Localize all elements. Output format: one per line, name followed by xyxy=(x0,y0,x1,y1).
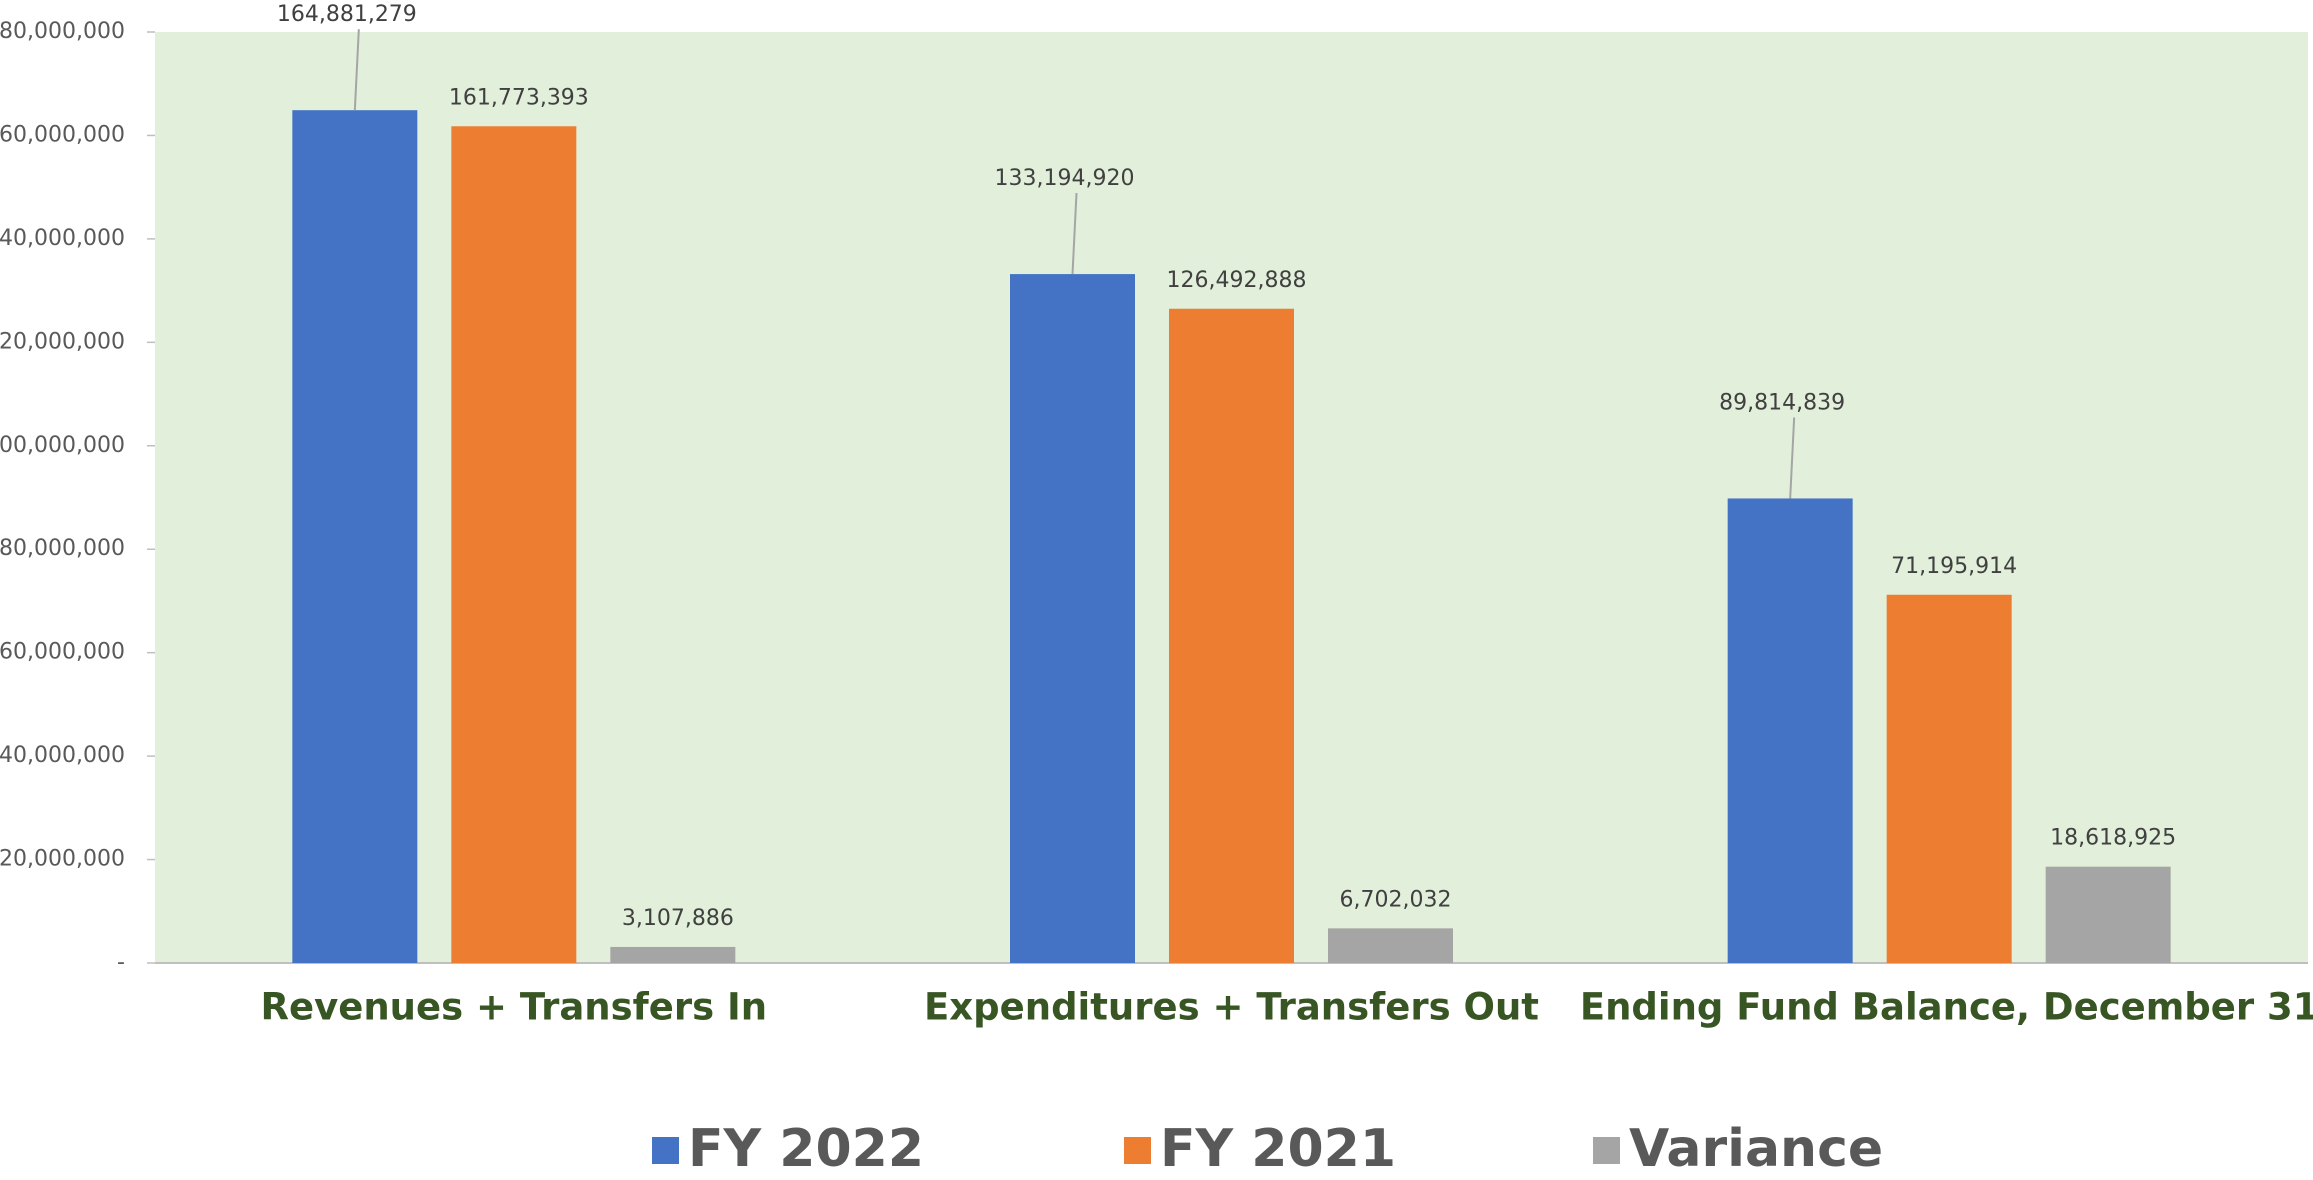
y-tick-label: 120,000,000 xyxy=(0,329,125,354)
y-tick-label: - xyxy=(117,950,125,975)
data-label: 161,773,393 xyxy=(449,85,589,110)
legend-swatch xyxy=(652,1137,679,1164)
data-label: 164,881,279 xyxy=(277,2,417,27)
data-label: 126,492,888 xyxy=(1167,268,1307,293)
bar xyxy=(1169,308,1294,963)
y-tick-label: 60,000,000 xyxy=(0,640,125,665)
legend-swatch xyxy=(1593,1137,1620,1164)
data-label: 89,814,839 xyxy=(1719,390,1845,415)
leader-line xyxy=(353,29,360,111)
legend-label: Variance xyxy=(1629,1119,1883,1179)
x-tick-label: Revenues + Transfers In xyxy=(261,986,768,1029)
data-label: 133,194,920 xyxy=(995,166,1135,191)
data-label: 3,107,886 xyxy=(622,906,734,931)
bar xyxy=(610,946,736,963)
y-tick-label: 80,000,000 xyxy=(0,536,125,561)
data-label: 18,618,925 xyxy=(2050,826,2176,851)
leader-line xyxy=(1071,193,1078,275)
y-tick-label: 140,000,000 xyxy=(0,226,125,251)
legend-swatch xyxy=(1124,1137,1151,1164)
data-label: 71,195,914 xyxy=(1891,554,2017,579)
y-tick-label: 20,000,000 xyxy=(0,847,125,872)
x-tick-label: Ending Fund Balance, December 31 xyxy=(1580,986,2313,1029)
y-tick-label: 160,000,000 xyxy=(0,122,125,147)
bar xyxy=(451,126,577,963)
data-label: 6,702,032 xyxy=(1340,887,1452,912)
y-tick-label: 180,000,000 xyxy=(0,19,125,44)
legend-label: FY 2022 xyxy=(688,1119,924,1179)
bar xyxy=(1727,498,1853,963)
leader-line xyxy=(1789,417,1796,499)
bar xyxy=(1886,594,2012,963)
y-tick-label: 100,000,000 xyxy=(0,433,125,458)
y-tick-label: 40,000,000 xyxy=(0,743,125,768)
legend-label: FY 2021 xyxy=(1160,1119,1396,1179)
bar xyxy=(1010,274,1135,963)
bar xyxy=(2045,866,2171,963)
bar xyxy=(292,110,418,963)
bar xyxy=(1328,928,1453,963)
x-tick-label: Expenditures + Transfers Out xyxy=(924,986,1539,1029)
